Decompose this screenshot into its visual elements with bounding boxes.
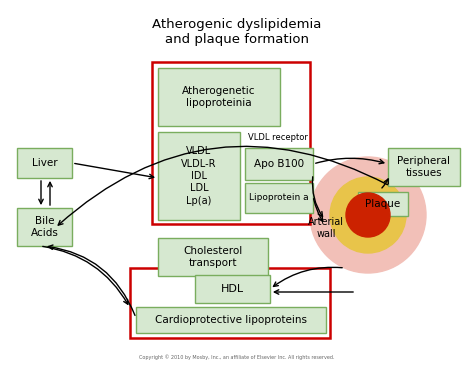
Circle shape	[330, 177, 406, 253]
Bar	[158, 68, 280, 126]
Bar	[17, 208, 72, 246]
Text: HDL: HDL	[221, 284, 244, 294]
Text: Cholesterol
transport: Cholesterol transport	[183, 246, 243, 268]
Text: Liver: Liver	[32, 158, 57, 168]
Text: Copyright © 2010 by Mosby, Inc., an affiliate of Elsevier Inc. All rights reserv: Copyright © 2010 by Mosby, Inc., an affi…	[139, 355, 335, 360]
Text: Bile
Acids: Bile Acids	[30, 216, 58, 238]
Text: Apo B100: Apo B100	[254, 159, 304, 169]
Text: Arterial
wall: Arterial wall	[308, 217, 344, 239]
Bar	[195, 275, 270, 303]
Bar	[130, 268, 330, 338]
Text: VLDL
VLDL-R
IDL
LDL
Lp(a): VLDL VLDL-R IDL LDL Lp(a)	[181, 146, 217, 206]
Bar	[136, 307, 326, 333]
Bar	[158, 238, 268, 276]
Bar	[245, 148, 313, 180]
Bar	[358, 192, 408, 216]
Bar	[158, 132, 240, 220]
Text: Cardioprotective lipoproteins: Cardioprotective lipoproteins	[155, 315, 307, 325]
Bar	[152, 62, 310, 224]
Text: Atherogenetic
lipoproteinia: Atherogenetic lipoproteinia	[182, 86, 256, 108]
Circle shape	[346, 193, 390, 237]
Text: Plaque: Plaque	[365, 199, 401, 209]
Circle shape	[310, 157, 426, 273]
Text: Atherogenic dyslipidemia
and plaque formation: Atherogenic dyslipidemia and plaque form…	[152, 18, 322, 46]
Bar	[245, 183, 313, 213]
Text: VLDL receptor: VLDL receptor	[248, 134, 308, 142]
Text: Peripheral
tissues: Peripheral tissues	[398, 156, 450, 178]
Bar	[388, 148, 460, 186]
Text: Lipoprotein a: Lipoprotein a	[249, 193, 309, 203]
Bar	[17, 148, 72, 178]
